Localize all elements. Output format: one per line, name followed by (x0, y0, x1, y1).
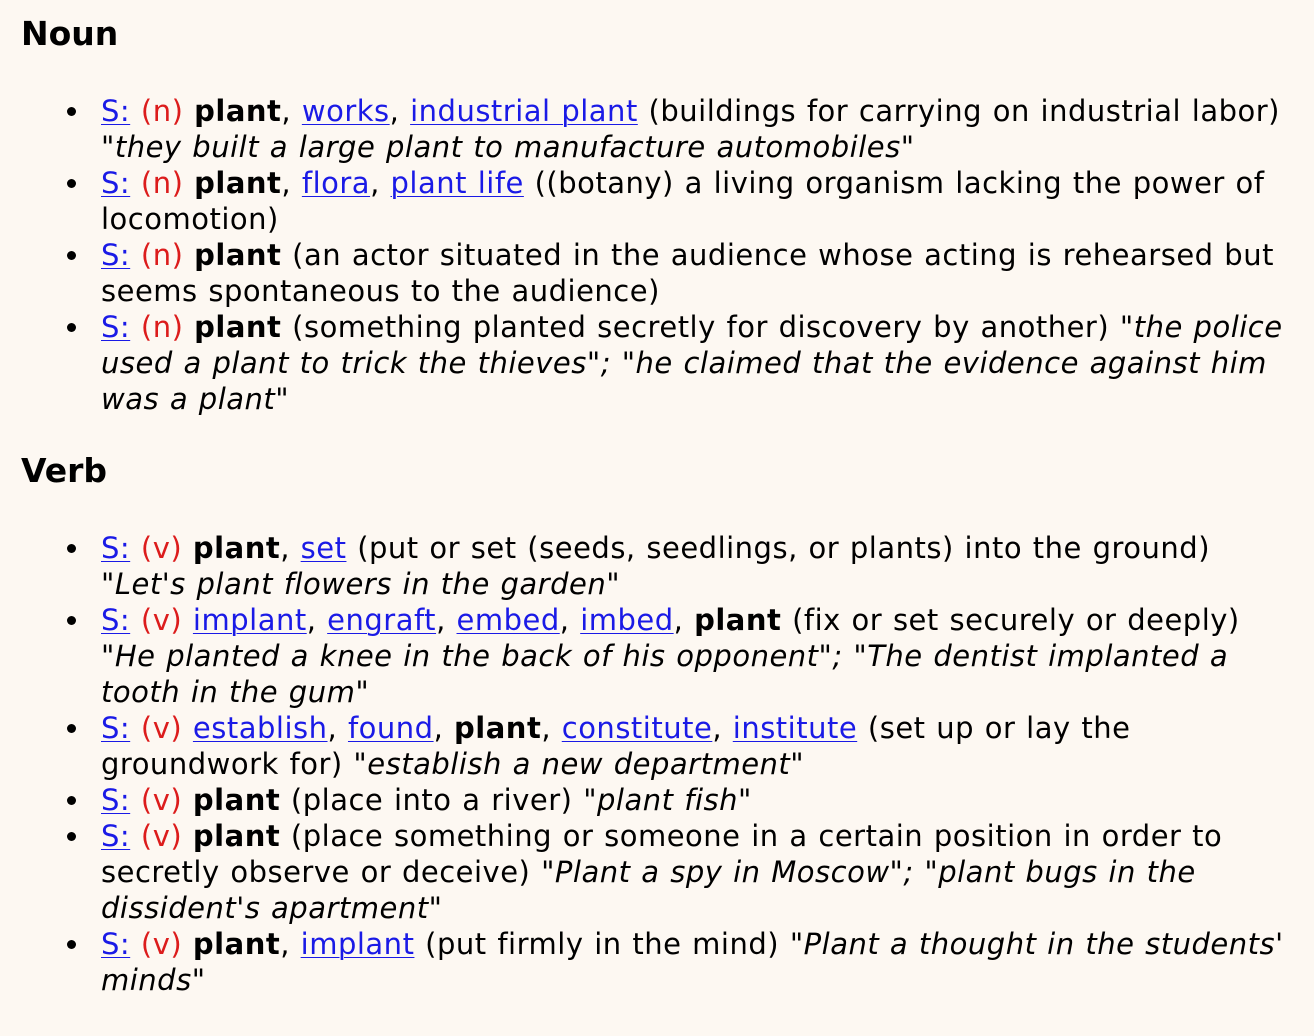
sense-item: S: (n) plant, works, industrial plant (b… (67, 93, 1314, 165)
synset-link[interactable]: S: (101, 603, 131, 637)
synonym-link[interactable]: implant (192, 603, 307, 637)
gloss-text: (put or set (seeds, seedlings, or plants… (357, 531, 1211, 565)
headword: plant (194, 310, 282, 344)
gloss-text: (buildings for carrying on industrial la… (648, 94, 1280, 128)
synset-link[interactable]: S: (101, 94, 131, 128)
sense-item: S: (n) plant (something planted secretly… (67, 309, 1314, 417)
sense-item: S: (v) plant, set (put or set (seeds, se… (67, 530, 1314, 602)
section-heading-noun: Noun (21, 14, 119, 53)
part-of-speech-label: (v) (140, 783, 183, 817)
headword: plant (454, 711, 542, 745)
synonym-link[interactable]: imbed (580, 603, 674, 637)
part-of-speech-label: (v) (140, 819, 183, 853)
synonym-link[interactable]: found (347, 711, 434, 745)
example-sentences: "Plant a thought in the students' minds" (101, 927, 1284, 997)
sense-list-verb: S: (v) plant, set (put or set (seeds, se… (21, 530, 1314, 998)
gloss-text: (put firmly in the mind) (425, 927, 780, 961)
part-of-speech-label: (n) (140, 238, 184, 272)
gloss-text: (place something or someone in a certain… (101, 819, 1223, 889)
gloss-text: ((botany) a living organism lacking the … (101, 166, 1265, 236)
headword: plant (192, 927, 281, 961)
example-sentences: "He planted a knee in the back of his op… (101, 639, 1229, 709)
example-sentences: "Plant a spy in Moscow"; "plant bugs in … (101, 855, 1196, 925)
sense-item: S: (v) plant, implant (put firmly in the… (67, 926, 1314, 998)
noun-section: Noun S: (n) plant, works, industrial pla… (21, 10, 1314, 417)
example-sentences: "plant fish" (583, 783, 752, 817)
headword: plant (192, 531, 281, 565)
synonym-link[interactable]: industrial plant (410, 94, 638, 128)
part-of-speech-label: (v) (140, 531, 183, 565)
section-heading-verb: Verb (21, 451, 108, 490)
synset-link[interactable]: S: (101, 310, 131, 344)
sense-item: S: (v) plant (place into a river) "plant… (67, 782, 1314, 818)
synonym-link[interactable]: embed (456, 603, 560, 637)
part-of-speech-label: (n) (140, 166, 184, 200)
sense-list-noun: S: (n) plant, works, industrial plant (b… (21, 93, 1314, 417)
headword: plant (192, 783, 281, 817)
example-sentences: "Let's plant flowers in the garden" (101, 567, 621, 601)
part-of-speech-label: (n) (140, 310, 184, 344)
synonym-link[interactable]: set (300, 531, 347, 565)
example-sentences: "the police used a plant to trick the th… (101, 310, 1283, 416)
sense-item: S: (v) establish, found, plant, constitu… (67, 710, 1314, 782)
synset-link[interactable]: S: (101, 238, 131, 272)
gloss-text: (place into a river) (290, 783, 573, 817)
synonym-link[interactable]: establish (192, 711, 328, 745)
part-of-speech-label: (v) (140, 711, 183, 745)
sense-item: S: (n) plant (an actor situated in the a… (67, 237, 1314, 309)
headword: plant (194, 94, 282, 128)
gloss-text: (something planted secretly for discover… (292, 310, 1110, 344)
part-of-speech-label: (v) (140, 603, 183, 637)
verb-section: Verb S: (v) plant, set (put or set (seed… (21, 447, 1314, 998)
synset-link[interactable]: S: (101, 711, 131, 745)
synonym-link[interactable]: implant (300, 927, 415, 961)
synonym-link[interactable]: works (301, 94, 390, 128)
part-of-speech-label: (v) (140, 927, 183, 961)
synset-link[interactable]: S: (101, 166, 131, 200)
headword: plant (194, 238, 282, 272)
synset-link[interactable]: S: (101, 783, 131, 817)
example-sentences: "establish a new department" (353, 747, 805, 781)
synonym-link[interactable]: constitute (561, 711, 713, 745)
headword: plant (194, 166, 282, 200)
synset-link[interactable]: S: (101, 819, 131, 853)
sense-item: S: (n) plant, flora, plant life ((botany… (67, 165, 1314, 237)
sense-item: S: (v) implant, engraft, embed, imbed, p… (67, 602, 1314, 710)
example-sentences: "they built a large plant to manufacture… (101, 130, 915, 164)
synset-link[interactable]: S: (101, 531, 131, 565)
synonym-link[interactable]: flora (301, 166, 371, 200)
synonym-link[interactable]: plant life (390, 166, 524, 200)
synonym-link[interactable]: engraft (327, 603, 437, 637)
part-of-speech-label: (n) (140, 94, 184, 128)
synonym-link[interactable]: institute (732, 711, 858, 745)
headword: plant (694, 603, 782, 637)
gloss-text: (fix or set securely or deeply) (792, 603, 1240, 637)
synset-link[interactable]: S: (101, 927, 131, 961)
gloss-text: (set up or lay the groundwork for) (101, 711, 1131, 781)
headword: plant (192, 819, 281, 853)
gloss-text: (an actor situated in the audience whose… (101, 238, 1274, 308)
sense-item: S: (v) plant (place something or someone… (67, 818, 1314, 926)
